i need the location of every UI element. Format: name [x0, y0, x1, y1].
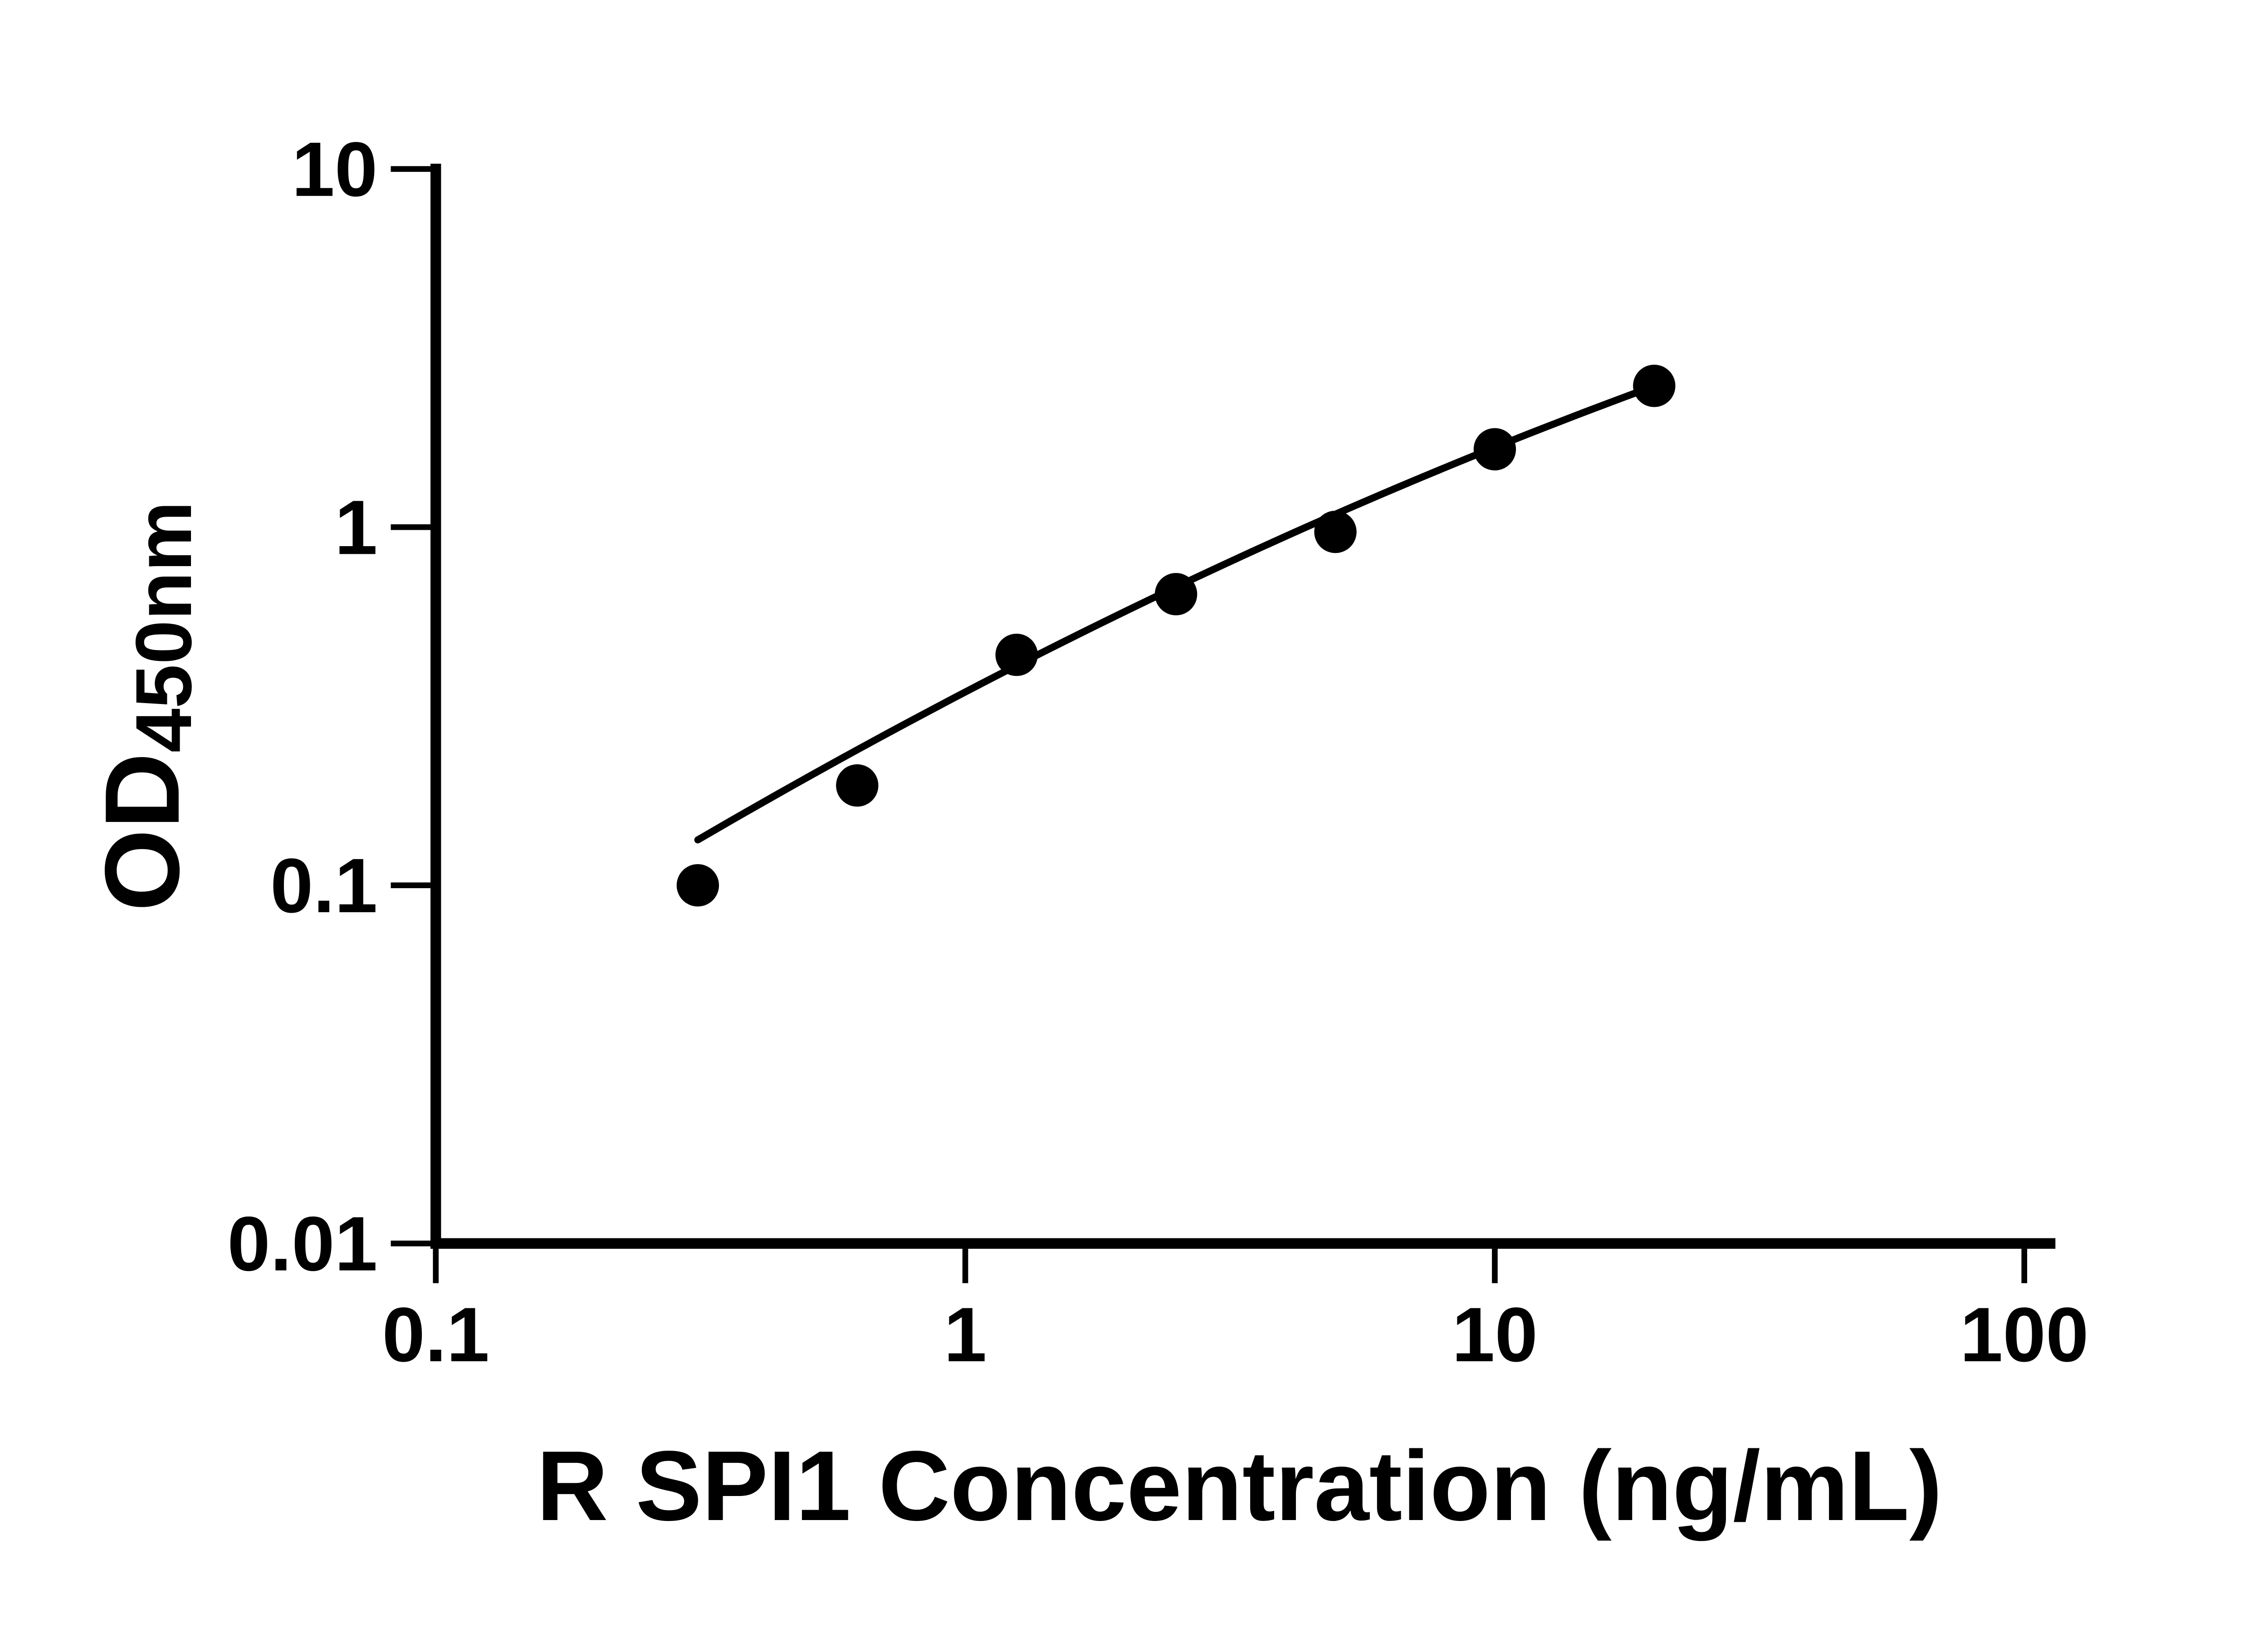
y-axis-tick [391, 882, 431, 889]
data-point [676, 864, 719, 907]
y-axis-tick [391, 166, 431, 172]
y-axis-tick-label: 1 [335, 484, 378, 571]
data-point [1154, 573, 1198, 616]
y-axis-title-subscript: 450nm [120, 501, 208, 753]
y-axis-tick-label: 0.01 [227, 1201, 377, 1287]
x-axis-tick-label: 0.1 [382, 1292, 489, 1378]
data-point [1473, 428, 1516, 471]
x-axis-tick-label: 100 [1960, 1292, 2089, 1378]
y-axis-tick [391, 1240, 431, 1247]
x-axis-tick-label: 10 [1452, 1292, 1538, 1378]
y-axis-line [430, 163, 441, 1249]
data-point [836, 764, 879, 807]
x-axis-tick [962, 1248, 968, 1283]
y-axis-tick-label: 0.1 [270, 843, 378, 929]
x-axis-line [430, 1238, 2056, 1249]
x-axis-tick [433, 1248, 439, 1283]
data-point [1314, 510, 1357, 553]
x-axis-tick [1492, 1248, 1498, 1283]
x-axis-tick-label: 1 [944, 1292, 987, 1378]
data-point [1633, 364, 1676, 407]
x-axis-tick [2021, 1248, 2028, 1283]
y-axis-title: OD450nm [83, 501, 208, 912]
y-axis-tick-label: 10 [292, 127, 377, 213]
data-point [995, 633, 1038, 676]
x-axis-title: R SPI1 Concentration (ng/mL) [537, 1431, 1942, 1541]
y-axis-title-main: OD [83, 753, 201, 911]
y-axis-tick [391, 524, 431, 530]
